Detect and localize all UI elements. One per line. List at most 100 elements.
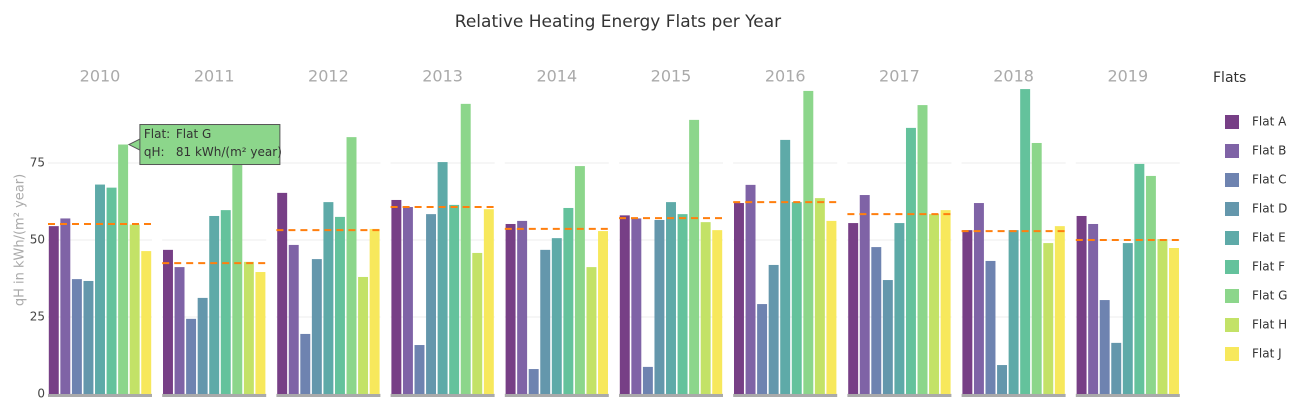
legend-swatch: [1225, 231, 1239, 245]
bar: [894, 223, 905, 394]
panel-label: 2011: [194, 67, 235, 86]
legend-swatch: [1225, 202, 1239, 216]
y-tick-label: 25: [30, 310, 45, 324]
bar: [402, 207, 413, 394]
bar: [414, 345, 425, 394]
bar: [369, 228, 380, 394]
bar: [186, 318, 197, 394]
bar: [71, 279, 82, 394]
bar: [848, 223, 859, 394]
bar: [449, 204, 460, 394]
tooltip-pointer: [127, 137, 142, 152]
panel-label: 2014: [536, 67, 577, 86]
bar: [540, 249, 551, 394]
bar: [106, 187, 117, 394]
legend-swatch: [1225, 289, 1239, 303]
panel-label: 2010: [80, 67, 121, 86]
bar: [940, 210, 951, 394]
bar: [48, 226, 59, 394]
bar: [574, 166, 585, 394]
bar: [346, 137, 357, 395]
bar: [642, 366, 653, 394]
bar: [1008, 230, 1019, 394]
legend-swatch: [1225, 144, 1239, 158]
bar: [300, 333, 311, 394]
legend-label: Flat C: [1252, 173, 1287, 187]
axis-baseline: [961, 394, 1066, 397]
bar: [1031, 142, 1042, 394]
tooltip-value: 81 kWh/(m² year): [176, 145, 282, 159]
bar: [551, 238, 562, 394]
panel-label: 2016: [765, 67, 806, 86]
legend-label: Flat G: [1252, 289, 1287, 303]
bar: [757, 304, 768, 394]
bar: [768, 264, 779, 394]
tooltip-label: Flat:: [144, 127, 170, 141]
legend-swatch: [1225, 260, 1239, 274]
bar: [973, 203, 984, 394]
bar: [563, 207, 574, 394]
bar: [163, 249, 173, 394]
bar: [505, 223, 516, 394]
bar: [745, 184, 756, 394]
legend-swatch: [1225, 115, 1239, 129]
axis-baseline: [733, 394, 838, 397]
bar: [654, 219, 665, 394]
legend-label: Flat J: [1252, 347, 1282, 361]
legend-label: Flat F: [1252, 260, 1285, 274]
bar: [1169, 248, 1179, 394]
bar: [1076, 215, 1087, 394]
legend-label: Flat H: [1252, 318, 1287, 332]
bar: [197, 297, 208, 394]
panel-label: 2015: [651, 67, 692, 86]
bar: [1054, 226, 1065, 394]
legend-label: Flat B: [1252, 144, 1286, 158]
axis-baseline: [504, 394, 609, 397]
panel-label: 2017: [879, 67, 920, 86]
legend-label: Flat D: [1252, 202, 1287, 216]
bar: [803, 90, 814, 394]
tooltip-box: [139, 124, 281, 166]
y-tick-label: 0: [37, 387, 45, 401]
bar: [174, 267, 185, 394]
bar: [985, 260, 996, 394]
bar: [209, 215, 220, 394]
bar: [1145, 175, 1156, 394]
bar: [1099, 300, 1110, 394]
bar: [255, 272, 266, 394]
bar: [619, 215, 630, 394]
bar: [826, 220, 837, 394]
axis-baseline: [48, 394, 152, 397]
bar: [586, 267, 597, 394]
bar: [1134, 163, 1145, 394]
bar: [517, 220, 528, 394]
bar: [689, 119, 700, 394]
bar: [472, 252, 483, 394]
bar: [1157, 239, 1168, 394]
bar: [358, 276, 369, 394]
panel-label: 2019: [1107, 67, 1148, 86]
y-axis-label: qH in kWh/(m² year): [13, 174, 28, 306]
bar: [631, 218, 642, 394]
axis-baseline: [1075, 394, 1180, 397]
bar: [712, 230, 723, 394]
legend-label: Flat E: [1252, 231, 1286, 245]
axis-baseline: [619, 394, 723, 397]
bar: [814, 198, 825, 394]
bar: [288, 244, 299, 394]
bar: [483, 209, 494, 394]
legend-swatch: [1225, 347, 1239, 361]
legend-label: Flat A: [1252, 115, 1287, 129]
bar: [460, 103, 471, 394]
bar: [1020, 89, 1031, 394]
tooltip-label: qH:: [144, 145, 165, 159]
bar: [791, 202, 802, 394]
bar: [232, 150, 243, 394]
bar: [929, 214, 940, 394]
y-tick-label: 50: [30, 233, 45, 247]
bar: [1088, 223, 1099, 394]
axis-baseline: [847, 394, 952, 397]
bar: [962, 230, 973, 394]
tooltip-value: Flat G: [176, 127, 211, 141]
